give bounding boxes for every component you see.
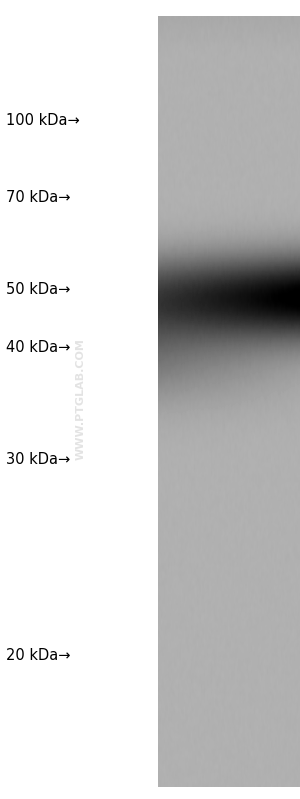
Text: 40 kDa→: 40 kDa→ xyxy=(6,340,70,355)
Text: 70 kDa→: 70 kDa→ xyxy=(6,189,70,205)
Text: 20 kDa→: 20 kDa→ xyxy=(6,649,70,663)
Text: 50 kDa→: 50 kDa→ xyxy=(6,282,70,297)
Text: 30 kDa→: 30 kDa→ xyxy=(6,451,70,467)
Text: WWW.PTGLAB.COM: WWW.PTGLAB.COM xyxy=(76,339,86,460)
Text: 100 kDa→: 100 kDa→ xyxy=(6,113,80,128)
